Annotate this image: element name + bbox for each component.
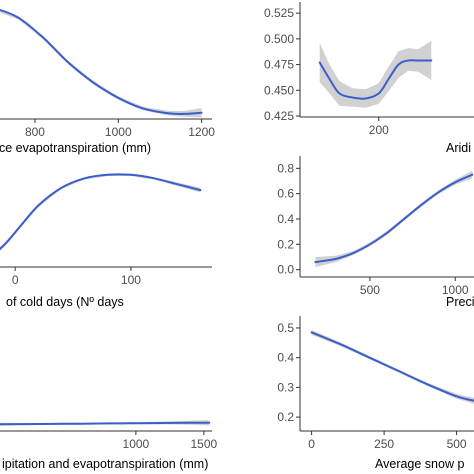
p2-ytick-label: 0.425 bbox=[264, 109, 294, 123]
p2-yticks: 0.425 0.450 0.475 0.500 0.525 bbox=[264, 6, 300, 123]
p3-curve bbox=[0, 173, 202, 251]
p4-yticks: 0.0 0.2 0.4 0.6 0.8 bbox=[277, 161, 300, 277]
p6-ytick-label: 0.3 bbox=[277, 380, 294, 394]
p2-curve bbox=[318, 59, 433, 100]
p5-xtick-label: 1500 bbox=[190, 437, 217, 451]
p3-xtick-label: 0 bbox=[12, 273, 19, 287]
p5-xticks: 1000 1500 bbox=[123, 431, 218, 451]
p6-curve bbox=[310, 331, 474, 402]
panel-cold-days: 0 100 of cold days (Nº days bbox=[0, 173, 212, 309]
p6-xticks: 0 250 500 bbox=[308, 431, 467, 451]
p2-ytick-label: 0.500 bbox=[264, 32, 294, 46]
p2-xticks: 200 bbox=[369, 117, 389, 137]
p2-xlabel: Aridi bbox=[446, 141, 471, 155]
p1-xticks: 800 1000 1200 bbox=[25, 119, 215, 139]
p2-xtick-label: 200 bbox=[369, 123, 389, 137]
panel-precip-evapotranspiration: 1000 1500 ipitation and evapotranspiratio… bbox=[0, 420, 218, 471]
p6-xtick-label: 500 bbox=[447, 437, 467, 451]
p1-xlabel: nce evapotranspiration (mm) bbox=[0, 141, 151, 155]
panel-snow: 0 250 500 0.2 0.3 0.4 0.5 Average snow p bbox=[277, 316, 474, 471]
panel-precipitation: 500 1000 0.0 0.2 0.4 0.6 0.8 Precipitat bbox=[277, 156, 474, 309]
p4-ytick-label: 0.2 bbox=[277, 237, 294, 251]
p5-xtick-label: 1000 bbox=[123, 437, 150, 451]
p3-xtick-label: 100 bbox=[121, 273, 141, 287]
p6-yticks: 0.2 0.3 0.4 0.5 bbox=[277, 321, 300, 424]
p1-xtick-label: 800 bbox=[25, 125, 45, 139]
p4-ytick-label: 0.6 bbox=[277, 187, 294, 201]
p5-xlabel: ipitation and evapotranspiration (mm) bbox=[2, 457, 208, 471]
p6-ytick-label: 0.4 bbox=[277, 351, 294, 365]
p1-xtick-label: 1200 bbox=[188, 125, 215, 139]
p4-ytick-label: 0.0 bbox=[277, 263, 294, 277]
p2-ytick-label: 0.450 bbox=[264, 83, 294, 97]
p1-ribbon bbox=[0, 9, 202, 118]
p2-ytick-label: 0.475 bbox=[264, 58, 294, 72]
p4-xtick-label: 500 bbox=[360, 283, 380, 297]
p1-curve bbox=[0, 8, 203, 115]
p4-xticks: 500 1000 bbox=[360, 277, 469, 297]
p6-xlabel: Average snow p bbox=[375, 457, 464, 471]
p6-ytick-label: 0.2 bbox=[277, 410, 294, 424]
p6-xtick-label: 0 bbox=[308, 437, 315, 451]
p2-ribbon bbox=[319, 40, 432, 108]
p6-xtick-label: 250 bbox=[374, 437, 394, 451]
p5-curve bbox=[0, 421, 211, 426]
p4-xlabel: Precipitat bbox=[446, 295, 474, 309]
p4-ytick-label: 0.4 bbox=[277, 212, 294, 226]
p6-ribbon bbox=[311, 330, 474, 404]
panel-aridity: 200 0.425 0.450 0.475 0.500 0.525 Aridi bbox=[264, 2, 474, 155]
p4-curve bbox=[314, 173, 474, 264]
panel-evapotranspiration: 800 1000 1200 nce evapotranspiration (mm) bbox=[0, 8, 215, 155]
p1-xtick-label: 1000 bbox=[105, 125, 132, 139]
p3-xlabel: of cold days (Nº days bbox=[6, 295, 124, 309]
p6-ytick-label: 0.5 bbox=[277, 321, 294, 335]
p2-ytick-label: 0.525 bbox=[264, 6, 294, 20]
p4-ytick-label: 0.8 bbox=[277, 161, 294, 175]
p4-xtick-label: 1000 bbox=[442, 283, 469, 297]
p3-xticks: 0 100 bbox=[12, 267, 141, 287]
